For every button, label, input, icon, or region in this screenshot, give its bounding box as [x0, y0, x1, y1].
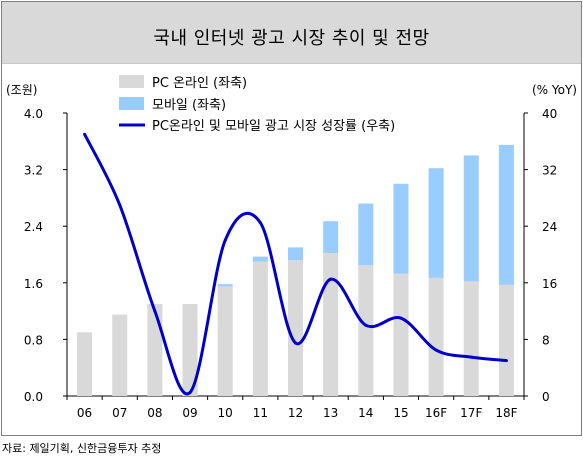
y-left-tick-label: 1.6: [24, 277, 43, 291]
y-right-tick-label: 32: [542, 164, 557, 178]
mobile-bar: [463, 155, 479, 282]
legend-swatch-pc-online: [119, 75, 144, 88]
growth-rate-point: [153, 309, 157, 313]
x-tick-label: 09: [182, 406, 197, 420]
y-left-label: (조원): [6, 83, 37, 97]
legend-swatch-mobile: [119, 97, 144, 110]
pc-online-bar: [112, 314, 128, 396]
growth-rate-point: [329, 277, 333, 281]
pc-online-bar: [323, 253, 339, 396]
x-tick-label: 11: [253, 406, 268, 420]
y-right-tick-label: 8: [542, 333, 550, 347]
x-tick-label: 16F: [425, 406, 447, 420]
y-right-label: (% YoY): [532, 83, 577, 97]
y-left-tick-label: 3.2: [24, 164, 43, 178]
pc-online-bar: [77, 332, 93, 396]
growth-rate-point: [399, 316, 403, 320]
mobile-bar: [393, 183, 409, 274]
legend-label-growth: PC온라인 및 모바일 광고 시장 성장률 (우축): [152, 119, 395, 134]
x-tick-label: 14: [358, 406, 373, 420]
y-left-tick-label: 0.0: [24, 390, 43, 404]
x-tick-label: 13: [323, 406, 338, 420]
y-left-tick-label: 2.4: [24, 220, 43, 234]
pc-online-bar: [463, 281, 479, 396]
x-tick-label: 12: [288, 406, 303, 420]
pc-online-bar: [252, 261, 268, 396]
x-tick-label: 07: [112, 406, 127, 420]
growth-rate-point: [504, 359, 508, 363]
growth-rate-point: [434, 348, 438, 352]
legend-label-pc-online: PC 온라인 (좌축): [152, 76, 247, 91]
pc-online-bar: [288, 260, 303, 396]
growth-rate-point: [83, 132, 87, 136]
growth-rate-point: [258, 221, 262, 225]
growth-rate-point: [223, 238, 227, 242]
mobile-bar: [428, 168, 444, 278]
y-right-tick-label: 16: [542, 277, 557, 291]
pc-online-bar: [428, 277, 444, 396]
x-tick-label: 06: [77, 406, 92, 420]
y-right-tick-label: 40: [542, 107, 557, 121]
x-tick-label: 10: [218, 406, 233, 420]
x-tick-label: 17F: [460, 406, 482, 420]
source-note: 자료: 제일기획, 신한금융투자 추정: [2, 442, 162, 455]
x-tick-label: 18F: [495, 406, 517, 420]
pc-online-bar: [358, 265, 374, 396]
mobile-bar: [288, 247, 303, 261]
growth-rate-point: [294, 341, 297, 345]
x-tick-label: 08: [147, 406, 162, 420]
pc-online-bar: [147, 304, 163, 396]
mobile-bar: [252, 256, 268, 262]
growth-rate-point: [469, 355, 473, 359]
mobile-bar: [217, 284, 233, 287]
y-left-tick-label: 4.0: [24, 107, 43, 121]
title-bar: 국내 인터넷 광고 시장 추이 및 전망: [2, 2, 581, 64]
growth-rate-point: [118, 203, 122, 207]
y-right-tick-label: 24: [542, 220, 557, 234]
mobile-bar: [498, 144, 514, 285]
chart-title: 국내 인터넷 광고 시장 추이 및 전망: [153, 28, 430, 49]
pc-online-bar: [217, 286, 233, 396]
mobile-bar: [358, 203, 374, 266]
pc-online-bar: [393, 273, 409, 396]
growth-rate-point: [188, 390, 192, 394]
x-tick-label: 15: [393, 406, 408, 420]
legend-label-mobile: 모바일 (좌축): [152, 98, 226, 113]
chart-frame: 국내 인터넷 광고 시장 추이 및 전망 0.0 0.8 1.6 2.4 3.2 4.0 0…: [1, 1, 582, 436]
pc-online-bar: [498, 284, 514, 396]
y-right-tick-label: 0: [542, 390, 550, 404]
mobile-bar: [323, 221, 339, 254]
pc-online-bar: [182, 304, 198, 396]
growth-rate-point: [364, 323, 368, 327]
y-left-tick-label: 0.8: [24, 333, 43, 347]
